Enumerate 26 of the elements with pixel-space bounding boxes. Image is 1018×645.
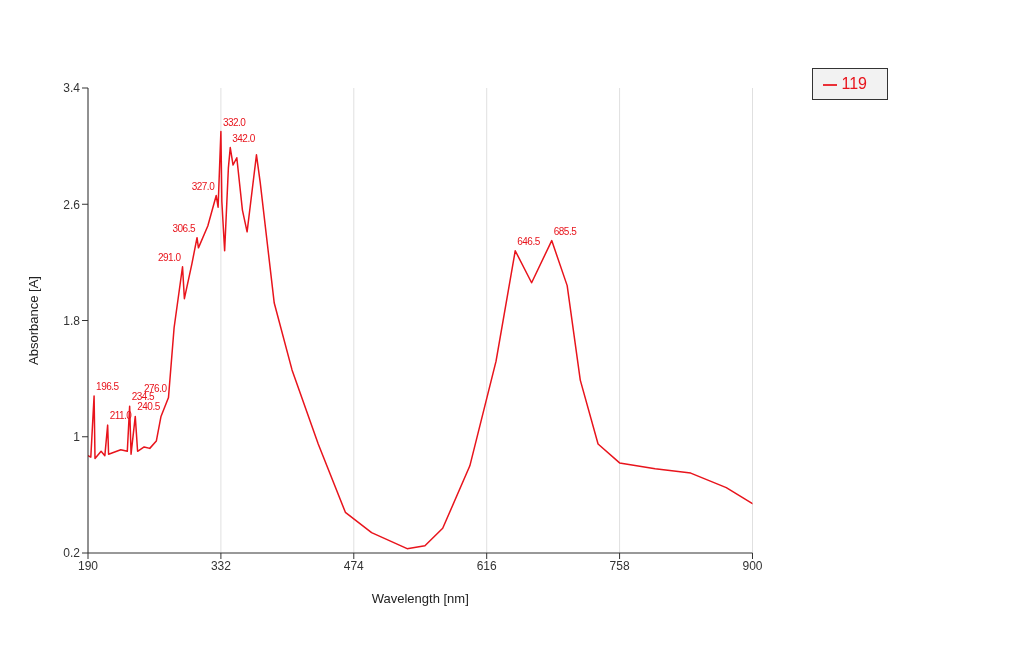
annotation: 646.5 — [517, 235, 541, 247]
x-tick-label: 900 — [742, 558, 763, 573]
x-tick-label: 758 — [609, 558, 630, 573]
annotation: 196.5 — [96, 381, 120, 393]
y-tick-label: 2.6 — [63, 197, 81, 212]
y-tick-label: 0.2 — [63, 546, 81, 561]
x-tick-label: 332 — [210, 558, 232, 573]
x-tick-label: 616 — [476, 558, 498, 573]
annotation: 342.0 — [232, 132, 256, 144]
y-tick-label: 1 — [73, 430, 81, 445]
y-tick-label: 3.4 — [63, 81, 81, 96]
annotation: 332.0 — [222, 116, 247, 128]
annotation: 327.0 — [191, 180, 216, 192]
annotation: 276.0 — [143, 382, 168, 394]
y-tick-label: 1.8 — [63, 313, 81, 328]
line-series — [88, 130, 753, 550]
annotation: 306.5 — [172, 222, 196, 234]
annotation: 240.5 — [137, 401, 161, 413]
legend-label: 119 — [841, 75, 867, 92]
annotation: 291.0 — [157, 251, 182, 263]
annotation: 685.5 — [553, 225, 578, 237]
x-axis-title: Wavelength [nm] — [371, 591, 469, 606]
x-tick-label: 190 — [77, 558, 99, 573]
annotation: 234.5 — [131, 391, 156, 403]
y-axis-title: Absorbance [A] — [25, 276, 41, 365]
x-tick-label: 474 — [343, 558, 365, 573]
